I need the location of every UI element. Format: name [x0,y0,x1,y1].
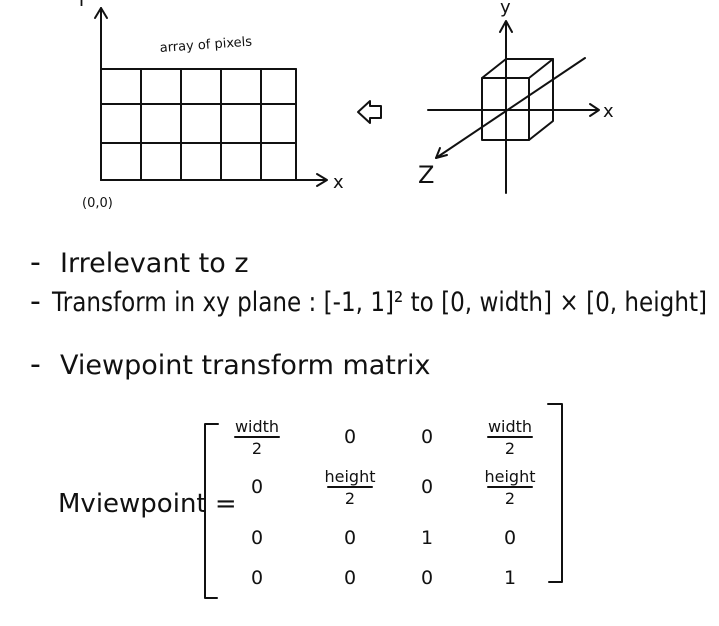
matrix-cell-r1-c4: width 2 [487,417,533,458]
world-y-label: y [500,0,511,18]
fraction-denominator: 2 [505,489,515,508]
bullet-dash: - [30,284,41,319]
matrix-cell-r3-c4: 0 [504,527,516,549]
cube [481,58,554,141]
world-space-figure: x y Z [418,0,614,194]
transform-arrow-icon [357,100,382,124]
bullet-viewpoint-transform: Viewpoint transform matrix [60,350,430,381]
x-axis-arrow [100,173,328,187]
matrix-cell-r1-c2: 0 [344,426,356,448]
world-z-label: Z [418,161,434,189]
matrix-entry: 0 [421,567,433,589]
matrix-entry: 0 [251,567,263,589]
matrix-cell-r2-c1: 0 [251,476,263,498]
bullet-dash: - [30,347,41,382]
bullet-transform-xy-plane: Transform in xy plane : [-1, 1]² to [0, … [51,287,707,318]
pixel-grid [100,68,297,181]
matrix-cell-r2-c4: height 2 [485,467,536,508]
matrix-entry: 1 [504,567,516,589]
matrix-cell-r2-c2: height 2 [325,467,376,508]
matrix-cell-r4-c4: 1 [504,567,516,589]
fraction-numerator: height [325,467,376,486]
matrix-right-bracket [547,403,563,583]
y-axis-arrow [94,7,108,181]
origin-label: (0,0) [82,196,113,211]
bullet-irrelevant-to-z: Irrelevant to z [60,248,249,279]
matrix-cell-r3-c3: 1 [421,527,433,549]
matrix-entry: 0 [344,567,356,589]
world-x-label: x [603,101,614,122]
world-x-axis [427,103,600,117]
matrix-cell-r4-c1: 0 [251,567,263,589]
matrix-cell-r4-c3: 0 [421,567,433,589]
screen-space-figure: array of pixels (0,0) x Y [75,0,344,211]
bullet-dash: - [30,245,41,280]
viewpoint-matrix: Mviewpoint = width 2 0 0 width 2 0 height 2 0 heig… [58,403,563,599]
matrix-cell-r3-c1: 0 [251,527,263,549]
matrix-entry: 0 [344,527,356,549]
fraction-denominator: 2 [252,439,262,458]
matrix-entry: 0 [251,527,263,549]
screen-y-label: Y [75,0,88,11]
matrix-entry: 0 [421,476,433,498]
matrix-label: Mviewpoint = [58,489,237,519]
matrix-entry: 0 [421,426,433,448]
matrix-entry: 1 [421,527,433,549]
matrix-cell-r1-c1: width 2 [234,417,280,458]
matrix-left-bracket [204,423,219,599]
grid-caption: array of pixels [159,35,252,56]
matrix-cell-r1-c3: 0 [421,426,433,448]
fraction-denominator: 2 [505,439,515,458]
matrix-entry: 0 [344,426,356,448]
fraction-numerator: height [485,467,536,486]
world-z-axis [435,57,586,159]
bullet-list: - Irrelevant to z - Transform in xy plan… [30,245,707,382]
world-y-axis [499,20,513,194]
fraction-numerator: width [235,417,279,436]
matrix-cell-r4-c2: 0 [344,567,356,589]
matrix-cell-r3-c2: 0 [344,527,356,549]
matrix-entry: 0 [251,476,263,498]
matrix-cell-r2-c3: 0 [421,476,433,498]
fraction-denominator: 2 [345,489,355,508]
matrix-entry: 0 [504,527,516,549]
screen-x-label: x [333,172,344,193]
fraction-numerator: width [488,417,532,436]
